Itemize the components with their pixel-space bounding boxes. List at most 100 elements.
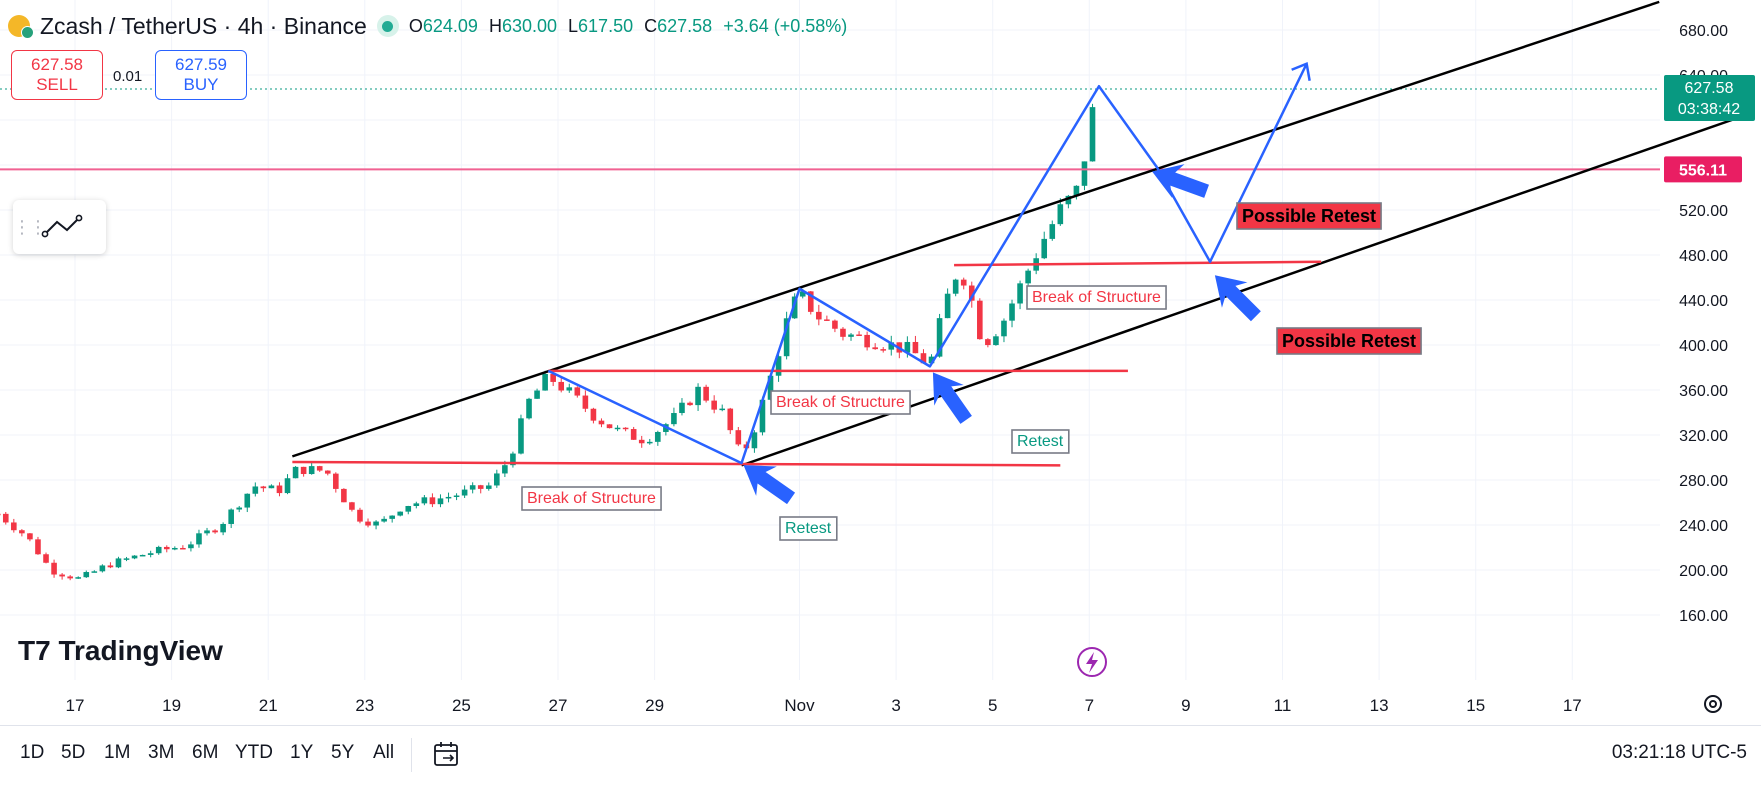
projection-arrowhead — [1291, 62, 1311, 81]
candle-body — [526, 398, 532, 419]
candle-body — [59, 574, 65, 577]
sell-button[interactable]: 627.58 SELL — [11, 50, 103, 100]
candle-body — [1017, 283, 1023, 304]
chart-settings-icon — [1704, 695, 1722, 713]
range-button-5d[interactable]: 5D — [61, 742, 86, 763]
candle-body — [212, 530, 218, 533]
candle-body — [598, 420, 605, 425]
y-tick-label: 440.00 — [1679, 293, 1728, 310]
candle-body — [775, 356, 782, 376]
candle-body — [67, 576, 73, 579]
break-of-structure-label-box — [770, 390, 911, 415]
sell-label: SELL — [36, 75, 78, 94]
range-button-1y[interactable]: 1Y — [290, 742, 314, 763]
candle-body — [453, 495, 460, 498]
candle-body — [502, 465, 508, 474]
bar-countdown: 03:38:42 — [1678, 101, 1740, 118]
candle-body — [421, 497, 428, 504]
range-button-ytd[interactable]: YTD — [235, 742, 273, 763]
candle-body — [759, 399, 766, 433]
retest-label: Retest — [1017, 433, 1064, 450]
break-of-structure-label: Break of Structure — [527, 490, 656, 507]
y-tick-label: 520.00 — [1679, 203, 1728, 220]
tradingview-logo: T7 TradingView — [18, 635, 223, 666]
candle-body — [936, 318, 943, 357]
candle-body — [534, 390, 540, 399]
possible-retest-label: Possible Retest — [1282, 331, 1416, 351]
drag-handle-icon[interactable]: ⋮⋮ — [13, 216, 47, 237]
candle-body — [783, 318, 790, 357]
range-button-all[interactable]: All — [373, 742, 395, 763]
y-tick-label: 400.00 — [1679, 338, 1728, 355]
possible-retest-label: Possible Retest — [1242, 206, 1376, 226]
market-status-icon[interactable] — [376, 15, 399, 37]
candle-body — [228, 509, 234, 524]
zcash-coin-icon — [8, 15, 34, 39]
range-button-1m[interactable]: 1M — [104, 742, 131, 763]
candle-body — [679, 402, 685, 414]
candle-body — [840, 328, 846, 337]
possible-retest-label-box — [1276, 327, 1422, 355]
candle-body — [695, 386, 701, 406]
candle-body — [308, 466, 315, 475]
candle-body — [252, 486, 259, 494]
candle-body — [606, 424, 613, 429]
candle-body — [912, 341, 919, 354]
candle-body — [0, 513, 1, 516]
candle-body — [735, 430, 742, 445]
candle-body — [960, 279, 967, 286]
level-price-badge — [1664, 156, 1742, 183]
candle-body — [35, 539, 41, 555]
x-tick-label: 7 — [1085, 696, 1094, 715]
candle-body — [180, 547, 186, 550]
lightning-bolt-icon — [1086, 652, 1098, 673]
candle-body — [767, 375, 774, 400]
candle-body — [1009, 303, 1015, 321]
candle-body — [99, 565, 106, 572]
range-button-5y[interactable]: 5Y — [331, 742, 355, 763]
toolbar-divider — [411, 738, 412, 772]
candle-body — [1001, 320, 1007, 337]
buy-button[interactable]: 627.59 BUY — [155, 50, 247, 100]
range-button-6m[interactable]: 6M — [192, 742, 219, 763]
symbol-header: Zcash / TetherUS · 4h · Binance O624.09 … — [8, 10, 853, 42]
candle-body — [1041, 238, 1048, 259]
candle-body — [357, 509, 363, 522]
candle-body — [445, 496, 452, 499]
candle-body — [832, 320, 838, 329]
candle-body — [646, 441, 653, 444]
symbol-title[interactable]: Zcash / TetherUS · 4h · Binance — [40, 12, 367, 39]
x-tick-label: 13 — [1370, 696, 1389, 715]
candle-body — [397, 511, 404, 516]
candle-body — [43, 554, 49, 563]
candle-body — [952, 279, 959, 294]
range-button-3m[interactable]: 3M — [148, 742, 175, 763]
candle-body — [711, 400, 717, 410]
candle-body — [1089, 107, 1096, 162]
buy-price: 627.59 — [175, 55, 227, 74]
x-tick-label: Nov — [784, 696, 815, 715]
break-of-structure-label-box — [521, 486, 662, 511]
tradingview-wordmark: TradingView — [58, 635, 223, 666]
utc-clock[interactable]: 03:21:18 UTC-5 — [1611, 742, 1747, 763]
y-tick-label: 320.00 — [1679, 428, 1728, 445]
candle-body — [300, 466, 307, 475]
x-tick-label: 29 — [645, 696, 664, 715]
bottom-toolbar — [0, 725, 1761, 786]
candle-body — [518, 418, 524, 454]
candle-body — [461, 489, 468, 496]
candle-body — [872, 347, 878, 350]
candle-body — [816, 311, 822, 320]
retest-arrow — [743, 465, 796, 505]
trend-line-tool-icon[interactable] — [39, 212, 85, 242]
candle-body — [123, 558, 130, 560]
y-tick-label: 240.00 — [1679, 518, 1728, 535]
break-of-structure-label-box — [1026, 285, 1167, 310]
candle-body — [510, 453, 516, 466]
candle-body — [614, 427, 621, 430]
goto-date-icon[interactable] — [431, 739, 463, 771]
range-button-1d[interactable]: 1D — [20, 742, 45, 763]
candle-body — [751, 432, 758, 449]
drawing-toolbar[interactable]: ⋮⋮ — [13, 200, 106, 254]
